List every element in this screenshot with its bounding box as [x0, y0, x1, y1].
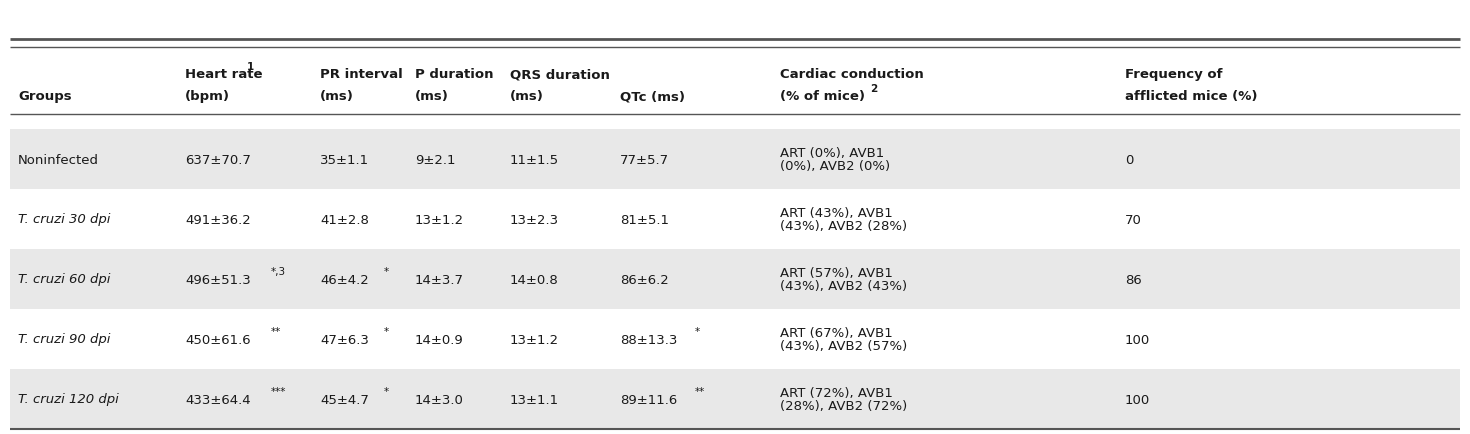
Text: (43%), AVB2 (43%): (43%), AVB2 (43%): [781, 279, 907, 293]
Text: (% of mice): (% of mice): [781, 90, 864, 103]
Text: 491±36.2: 491±36.2: [185, 213, 251, 226]
Text: 100: 100: [1125, 393, 1150, 405]
Text: *: *: [384, 266, 390, 276]
Text: (ms): (ms): [510, 90, 544, 103]
Text: 450±61.6: 450±61.6: [185, 333, 250, 346]
Text: 88±13.3: 88±13.3: [620, 333, 678, 346]
Text: ART (72%), AVB1: ART (72%), AVB1: [781, 386, 892, 399]
Text: 637±70.7: 637±70.7: [185, 153, 251, 166]
Bar: [10, 369, 1460, 429]
Text: 1: 1: [247, 62, 254, 72]
Text: 13±2.3: 13±2.3: [510, 213, 559, 226]
Text: ART (57%), AVB1: ART (57%), AVB1: [781, 266, 892, 279]
Text: *,3: *,3: [270, 266, 287, 276]
Text: 86: 86: [1125, 273, 1142, 286]
Text: ART (0%), AVB1: ART (0%), AVB1: [781, 147, 885, 160]
Text: 14±3.0: 14±3.0: [415, 393, 465, 405]
Text: (43%), AVB2 (28%): (43%), AVB2 (28%): [781, 220, 907, 233]
Text: Noninfected: Noninfected: [18, 153, 98, 166]
Text: Frequency of: Frequency of: [1125, 68, 1223, 81]
Text: 46±4.2: 46±4.2: [320, 273, 369, 286]
Text: 77±5.7: 77±5.7: [620, 153, 669, 166]
Text: T. cruzi 60 dpi: T. cruzi 60 dpi: [18, 273, 110, 286]
Text: 13±1.1: 13±1.1: [510, 393, 559, 405]
Bar: [10, 130, 1460, 190]
Text: **: **: [270, 326, 281, 336]
Text: *: *: [695, 326, 700, 336]
Text: 496±51.3: 496±51.3: [185, 273, 251, 286]
Text: 86±6.2: 86±6.2: [620, 273, 669, 286]
Text: T. cruzi 120 dpi: T. cruzi 120 dpi: [18, 393, 119, 405]
Text: 13±1.2: 13±1.2: [510, 333, 559, 346]
Text: afflicted mice (%): afflicted mice (%): [1125, 90, 1257, 103]
Text: T. cruzi 90 dpi: T. cruzi 90 dpi: [18, 333, 110, 346]
Text: **: **: [695, 386, 706, 396]
Text: Heart rate: Heart rate: [185, 68, 263, 81]
Text: (bpm): (bpm): [185, 90, 229, 103]
Text: 14±0.8: 14±0.8: [510, 273, 559, 286]
Text: 14±0.9: 14±0.9: [415, 333, 463, 346]
Text: T. cruzi 30 dpi: T. cruzi 30 dpi: [18, 213, 110, 226]
Text: 2: 2: [870, 84, 878, 94]
Text: *: *: [384, 326, 390, 336]
Text: ***: ***: [270, 386, 287, 396]
Text: 47±6.3: 47±6.3: [320, 333, 369, 346]
Text: 11±1.5: 11±1.5: [510, 153, 559, 166]
Text: 89±11.6: 89±11.6: [620, 393, 678, 405]
Text: 9±2.1: 9±2.1: [415, 153, 456, 166]
Text: 70: 70: [1125, 213, 1142, 226]
Text: ART (67%), AVB1: ART (67%), AVB1: [781, 326, 892, 339]
Text: (ms): (ms): [415, 90, 448, 103]
Text: 35±1.1: 35±1.1: [320, 153, 369, 166]
Text: (43%), AVB2 (57%): (43%), AVB2 (57%): [781, 339, 907, 352]
Text: 433±64.4: 433±64.4: [185, 393, 250, 405]
Text: 81±5.1: 81±5.1: [620, 213, 669, 226]
Text: 13±1.2: 13±1.2: [415, 213, 465, 226]
Bar: [10, 250, 1460, 309]
Text: ART (43%), AVB1: ART (43%), AVB1: [781, 207, 892, 220]
Text: 41±2.8: 41±2.8: [320, 213, 369, 226]
Text: 0: 0: [1125, 153, 1133, 166]
Text: 45±4.7: 45±4.7: [320, 393, 369, 405]
Text: 100: 100: [1125, 333, 1150, 346]
Text: (28%), AVB2 (72%): (28%), AVB2 (72%): [781, 399, 907, 412]
Text: 14±3.7: 14±3.7: [415, 273, 465, 286]
Text: P duration: P duration: [415, 68, 494, 81]
Text: (0%), AVB2 (0%): (0%), AVB2 (0%): [781, 160, 891, 173]
Text: (ms): (ms): [320, 90, 354, 103]
Text: Groups: Groups: [18, 90, 72, 103]
Text: QRS duration: QRS duration: [510, 68, 610, 81]
Text: Cardiac conduction: Cardiac conduction: [781, 68, 923, 81]
Text: QTc (ms): QTc (ms): [620, 90, 685, 103]
Text: PR interval: PR interval: [320, 68, 403, 81]
Text: *: *: [384, 386, 390, 396]
